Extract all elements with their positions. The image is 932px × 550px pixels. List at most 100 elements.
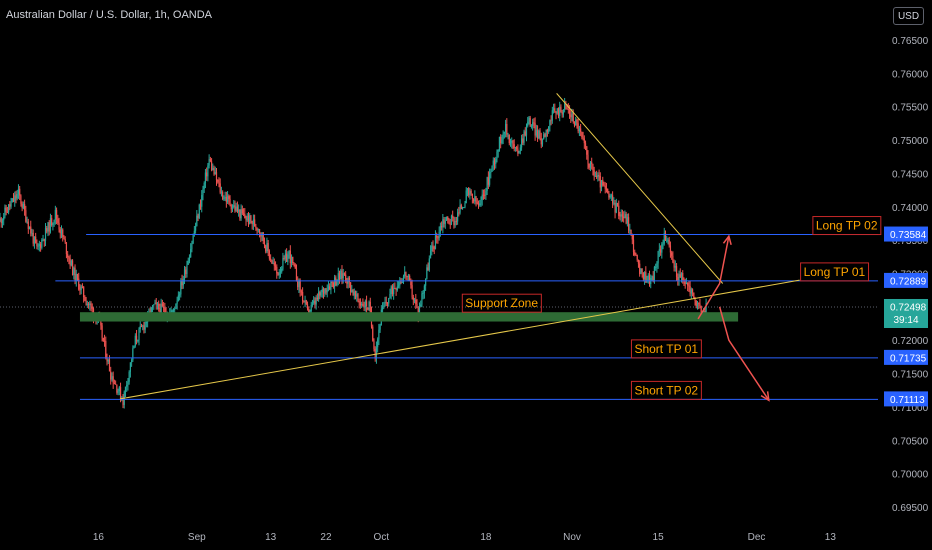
time-tick-label: 16 (93, 532, 105, 543)
level-axis-label-box (884, 226, 928, 242)
candle-body (426, 267, 428, 279)
candle-body (566, 104, 568, 110)
candle-body (79, 289, 81, 291)
candle-body (249, 215, 251, 224)
candle-body (439, 225, 441, 232)
candle-body (335, 277, 337, 286)
candle-body (90, 303, 92, 307)
arrow-head (722, 234, 732, 246)
candle-body (331, 282, 333, 284)
candle-body (36, 243, 38, 246)
candle-body (509, 142, 512, 144)
candle-body (447, 217, 449, 220)
candle-body (9, 204, 11, 207)
candle-body (327, 286, 330, 290)
candle-body (534, 123, 536, 136)
candle-body (337, 273, 339, 282)
candle-body (294, 264, 296, 269)
candle-body (234, 205, 236, 211)
candle-body (554, 108, 556, 112)
candle-body (643, 272, 646, 280)
candle-body (11, 198, 13, 203)
candle-body (20, 195, 22, 204)
annotation-box (630, 380, 702, 400)
candle-body (557, 108, 560, 116)
candle-body (345, 274, 347, 281)
candle-body (466, 188, 469, 191)
candle-body (353, 291, 355, 296)
candle-body (636, 255, 638, 260)
candle-body (229, 198, 231, 205)
candle-body (315, 297, 317, 305)
candle-body (653, 267, 656, 281)
candle-body (411, 285, 413, 298)
candle-body (230, 204, 232, 210)
candle-body (298, 280, 300, 288)
support-zone-band (79, 312, 739, 322)
candle-body (144, 322, 146, 330)
candle-body (506, 124, 508, 135)
candle-body (374, 348, 376, 359)
candle-body (535, 130, 537, 136)
candle-body (47, 222, 49, 232)
candle-body (240, 209, 242, 219)
candle-body (512, 140, 514, 145)
candle-body (306, 304, 309, 309)
arrow-down (718, 306, 770, 401)
candle-body (599, 175, 601, 188)
candle-body (33, 236, 36, 244)
support-zone (79, 312, 739, 322)
candle-body (100, 320, 102, 326)
candle-body (179, 294, 181, 296)
candle-body (117, 391, 119, 393)
candle-body (705, 303, 707, 313)
candle-body (699, 303, 701, 307)
price-tick-label: 0.74500 (892, 169, 929, 180)
candle-body (604, 185, 606, 189)
candle-body (525, 125, 528, 136)
price-tick-label: 0.76500 (892, 36, 929, 47)
currency-button[interactable]: USD (893, 7, 924, 25)
candle-body (677, 276, 679, 281)
candle-body (474, 196, 476, 202)
candle-body (675, 266, 678, 277)
candle-body (431, 245, 433, 251)
candle-body (175, 303, 177, 309)
candle-body (464, 203, 466, 208)
candle-body (629, 229, 631, 231)
candle-body (69, 258, 71, 266)
candle-body (433, 246, 435, 249)
candle-body (404, 272, 406, 277)
candle-body (696, 302, 699, 309)
candle-body (389, 293, 391, 298)
candle-body (571, 113, 573, 118)
candle-body (623, 216, 625, 219)
candle-body (286, 253, 288, 262)
candle-body (176, 300, 178, 304)
candle-body (661, 244, 663, 253)
time-tick-label: 18 (480, 532, 492, 543)
candle-body (14, 195, 16, 202)
candle-body (336, 281, 338, 286)
candle-body (324, 288, 326, 294)
candle-body (106, 357, 108, 362)
candle-body (21, 203, 23, 209)
candle-body (268, 251, 270, 259)
candle-body (187, 260, 189, 265)
candle-body (80, 286, 82, 290)
candle-body (642, 272, 644, 280)
candle-body (25, 210, 27, 222)
candle-body (174, 308, 176, 310)
candle-body (691, 289, 694, 293)
candle-body (8, 204, 10, 213)
candle-body (550, 120, 552, 122)
candle-body (10, 202, 12, 207)
candle-body (689, 286, 691, 294)
candle-body (64, 239, 66, 243)
candle-body (641, 268, 643, 273)
candle-body (688, 285, 690, 287)
candle-body (143, 325, 145, 330)
candle-body (516, 147, 518, 149)
candle-body (188, 257, 191, 261)
